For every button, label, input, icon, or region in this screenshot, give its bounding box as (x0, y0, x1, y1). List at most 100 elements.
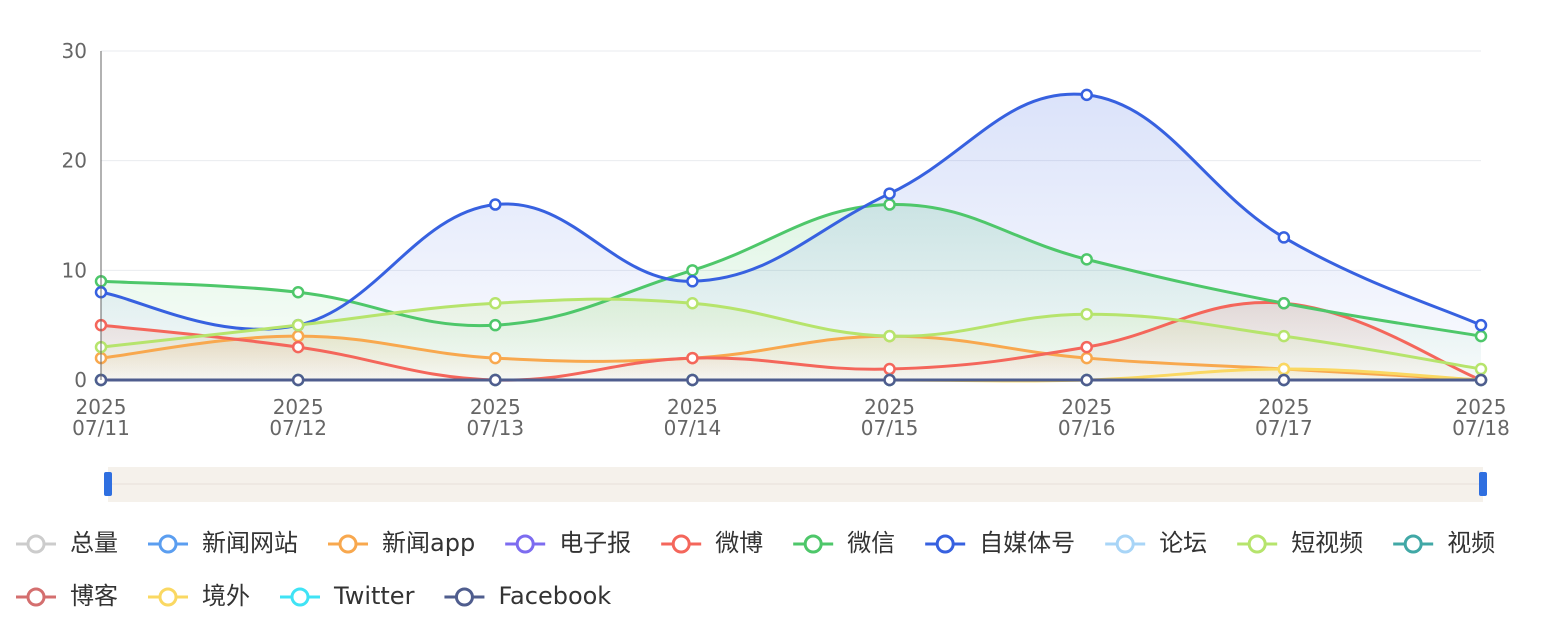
legend-marker (26, 534, 46, 554)
point (686, 351, 699, 365)
legend-label[interactable]: 境外 (202, 582, 250, 610)
x-tick-line: 2025 (76, 395, 127, 419)
legend-label[interactable]: 新闻app (382, 529, 475, 557)
point (686, 264, 699, 277)
point (1474, 362, 1488, 376)
series-line (100, 203, 1482, 338)
point (1080, 340, 1093, 354)
legend-marker (26, 587, 46, 607)
legend-item[interactable]: Twitter (280, 582, 415, 610)
legend-label[interactable]: Facebook (498, 582, 611, 610)
point (883, 198, 896, 211)
point (883, 373, 896, 387)
point (1474, 318, 1488, 332)
legend-label[interactable]: 自媒体号 (979, 529, 1075, 557)
y-tick-label: 20 (62, 149, 87, 173)
legend-item[interactable]: 论坛 (1105, 529, 1207, 557)
legend-label[interactable]: 博客 (70, 582, 118, 610)
series-line (100, 334, 1482, 382)
legend-marker (1115, 534, 1135, 554)
point (883, 187, 896, 200)
point (1080, 373, 1093, 387)
point (1277, 296, 1291, 310)
legend-item[interactable]: 微博 (661, 529, 763, 557)
zoom-handle[interactable] (104, 472, 112, 496)
legend-label[interactable]: 短视频 (1291, 529, 1363, 557)
series-area (101, 299, 1481, 380)
legend-marker (935, 534, 955, 554)
x-tick-line: 07/11 (72, 416, 130, 440)
legend-label[interactable]: 论坛 (1159, 529, 1207, 557)
point (1080, 88, 1093, 102)
legend-label[interactable]: 新闻网站 (202, 529, 298, 557)
legend-item[interactable]: Facebook (444, 582, 611, 610)
x-tick-line: 07/14 (664, 416, 722, 440)
point (489, 351, 502, 365)
x-tick-line: 2025 (470, 395, 521, 419)
legend-item[interactable]: 视频 (1393, 529, 1495, 557)
x-tick-line: 2025 (273, 395, 324, 419)
series-line (100, 297, 1482, 371)
x-tick-line: 07/13 (466, 416, 524, 440)
legend-item[interactable]: 短视频 (1237, 529, 1363, 557)
point (1080, 253, 1093, 266)
zoom-handle[interactable] (1479, 472, 1487, 496)
x-tick-line: 2025 (864, 395, 915, 419)
point (883, 362, 896, 376)
point (489, 373, 502, 387)
point (291, 373, 305, 387)
legend-label[interactable]: 视频 (1447, 529, 1495, 557)
point (1474, 373, 1488, 387)
point (1277, 231, 1291, 244)
legend-item[interactable]: 新闻app (328, 529, 475, 557)
point (1277, 362, 1291, 376)
legend-item[interactable]: 自媒体号 (925, 529, 1075, 557)
x-tick-line: 2025 (1258, 395, 1309, 419)
legend-item[interactable]: 博客 (16, 582, 118, 610)
legend-item[interactable]: 微信 (793, 529, 895, 557)
legend-item[interactable]: 总量 (16, 529, 118, 557)
legend-marker (803, 534, 823, 554)
legend-label[interactable]: 微信 (847, 529, 895, 557)
point (883, 329, 896, 343)
point (1080, 351, 1093, 365)
legend-marker (1403, 534, 1423, 554)
x-tick-label: 2025 07/16 (1058, 395, 1116, 440)
point (1474, 329, 1488, 343)
legend-item[interactable]: 新闻网站 (148, 529, 298, 557)
legend-marker (290, 587, 310, 607)
x-tick-line: 07/18 (1452, 416, 1510, 440)
legend-marker (158, 534, 178, 554)
legend-label[interactable]: 总量 (70, 529, 118, 557)
legend-label[interactable]: Twitter (333, 582, 415, 610)
series-line (100, 300, 1482, 382)
point (489, 318, 502, 332)
x-tick-label: 2025 07/17 (1255, 395, 1313, 440)
point (1080, 307, 1093, 321)
point (1277, 373, 1291, 387)
x-tick-label: 2025 07/11 (72, 395, 130, 440)
x-tick-line: 2025 (1061, 395, 1112, 419)
point (1277, 329, 1291, 343)
series-line (100, 92, 1482, 331)
point (686, 275, 699, 288)
x-tick-label: 2025 07/15 (861, 395, 919, 440)
x-tick-label: 2025 07/13 (466, 395, 524, 440)
x-tick-line: 2025 (1456, 395, 1507, 419)
legend-item[interactable]: 电子报 (505, 529, 631, 557)
legend-label[interactable]: 微博 (715, 529, 763, 557)
point (291, 286, 305, 299)
legend-item[interactable]: 境外 (148, 582, 250, 610)
point (291, 318, 305, 332)
x-tick-label: 2025 07/14 (664, 395, 722, 440)
point (489, 198, 502, 211)
data-zoom[interactable] (104, 467, 1487, 502)
legend-label[interactable]: 电子报 (559, 529, 631, 557)
x-tick-line: 07/16 (1058, 416, 1116, 440)
y-tick-label: 30 (62, 39, 87, 63)
x-tick-line: 07/17 (1255, 416, 1313, 440)
point (489, 296, 502, 310)
y-tick-label: 10 (62, 258, 87, 282)
